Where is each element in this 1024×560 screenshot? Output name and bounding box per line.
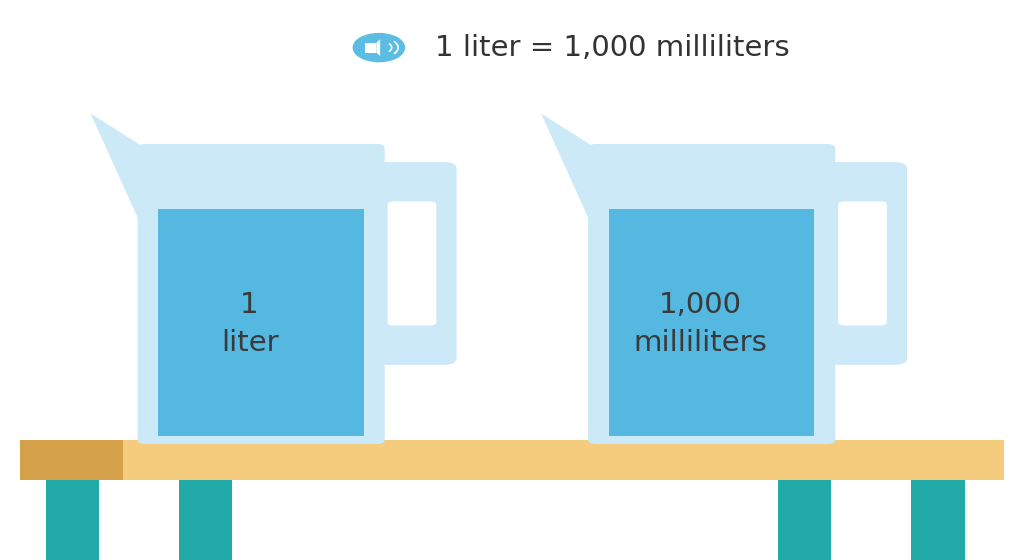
Text: liter: liter [221, 329, 279, 357]
Bar [365, 43, 377, 53]
FancyBboxPatch shape [361, 162, 457, 365]
FancyBboxPatch shape [838, 202, 887, 325]
Text: 1 liter = 1,000 milliliters: 1 liter = 1,000 milliliters [435, 34, 790, 62]
Bar [778, 480, 831, 560]
Bar [179, 480, 232, 560]
Polygon shape [90, 114, 145, 230]
Circle shape [353, 34, 404, 62]
Polygon shape [377, 39, 380, 56]
Bar [911, 480, 965, 560]
Bar [123, 440, 1004, 480]
Polygon shape [541, 114, 596, 230]
Text: 1,000: 1,000 [658, 291, 741, 319]
Bar [609, 209, 814, 436]
Bar [159, 209, 364, 436]
FancyBboxPatch shape [812, 162, 907, 365]
FancyBboxPatch shape [588, 144, 836, 444]
Text: milliliters: milliliters [633, 329, 767, 357]
Bar [20, 440, 123, 480]
FancyBboxPatch shape [387, 202, 436, 325]
Text: 1: 1 [241, 291, 259, 319]
FancyBboxPatch shape [137, 144, 385, 444]
Bar [46, 480, 99, 560]
